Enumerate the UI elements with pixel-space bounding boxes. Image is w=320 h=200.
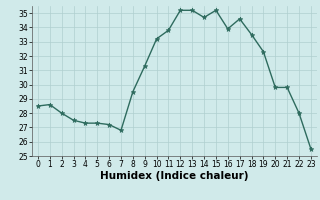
X-axis label: Humidex (Indice chaleur): Humidex (Indice chaleur): [100, 171, 249, 181]
